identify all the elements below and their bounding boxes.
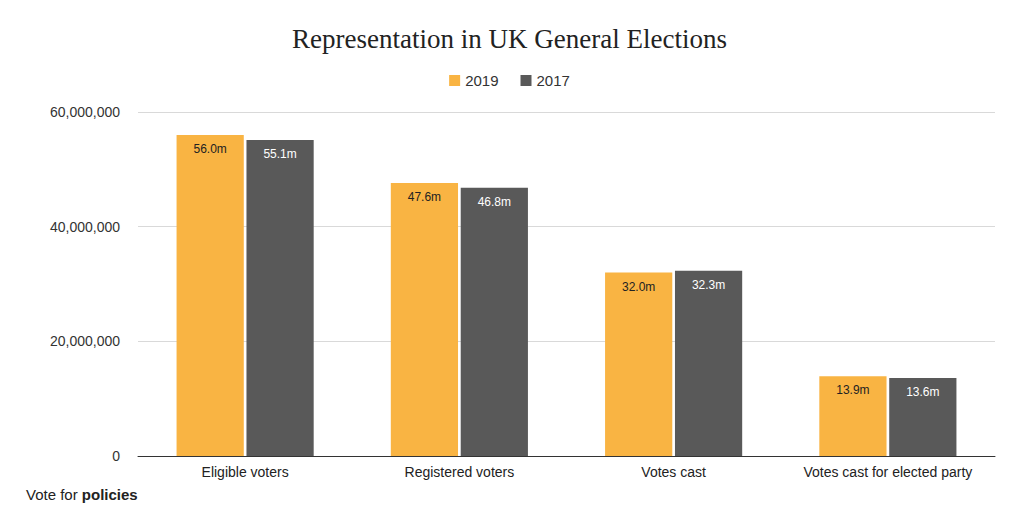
svg-text:13.9m: 13.9m bbox=[836, 383, 869, 397]
svg-text:policies: policies bbox=[82, 486, 138, 503]
svg-text:Registered voters: Registered voters bbox=[405, 464, 515, 480]
svg-text:20,000,000: 20,000,000 bbox=[50, 333, 120, 349]
svg-text:0: 0 bbox=[112, 448, 120, 464]
svg-text:47.6m: 47.6m bbox=[408, 190, 441, 204]
svg-text:56.0m: 56.0m bbox=[193, 142, 226, 156]
svg-text:40,000,000: 40,000,000 bbox=[50, 219, 120, 235]
svg-text:Representation in UK General E: Representation in UK General Elections bbox=[292, 24, 727, 54]
svg-text:60,000,000: 60,000,000 bbox=[50, 104, 120, 120]
svg-text:32.0m: 32.0m bbox=[622, 280, 655, 294]
svg-text:46.8m: 46.8m bbox=[478, 195, 511, 209]
svg-text:2017: 2017 bbox=[537, 72, 570, 89]
svg-text:55.1m: 55.1m bbox=[263, 147, 296, 161]
svg-text:13.6m: 13.6m bbox=[906, 385, 939, 399]
svg-text:Eligible voters: Eligible voters bbox=[202, 464, 289, 480]
svg-text:Votes cast: Votes cast bbox=[641, 464, 706, 480]
svg-text:Vote for: Vote for bbox=[26, 486, 82, 503]
svg-text:Votes cast for elected party: Votes cast for elected party bbox=[803, 464, 972, 480]
svg-text:2019: 2019 bbox=[465, 72, 498, 89]
svg-text:32.3m: 32.3m bbox=[692, 278, 725, 292]
